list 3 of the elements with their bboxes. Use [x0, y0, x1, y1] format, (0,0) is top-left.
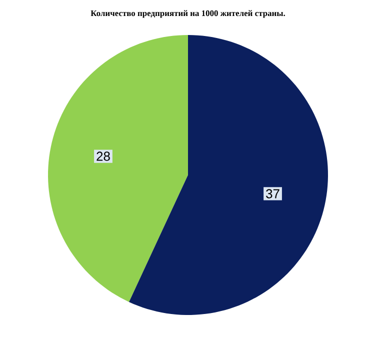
chart-title: Количество предприятий на 1000 жителей страны. [90, 10, 286, 18]
data-label: 28 [96, 152, 110, 161]
data-label: 37 [266, 189, 280, 198]
